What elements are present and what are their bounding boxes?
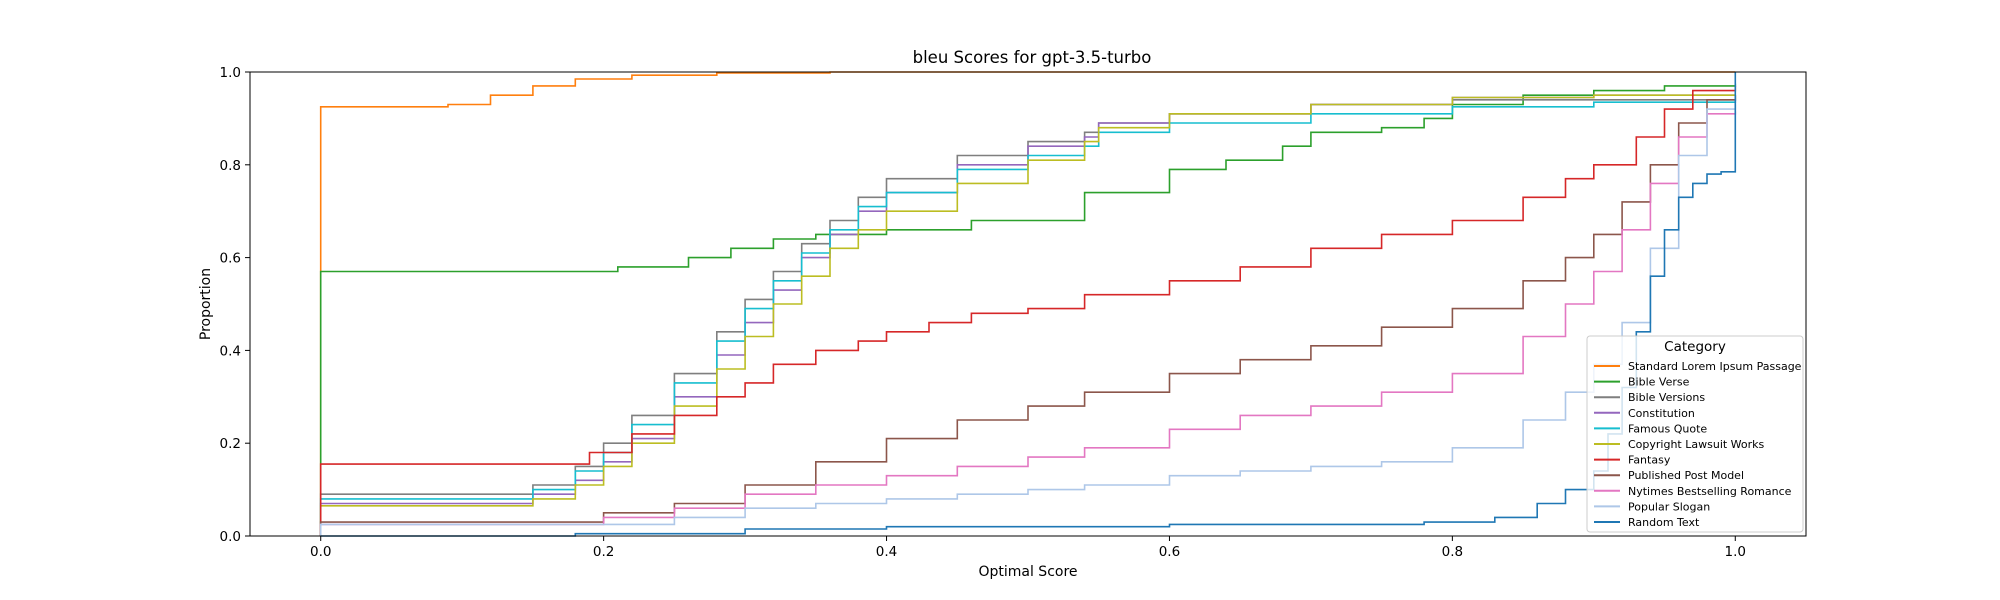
- y-tick-label: 0.6: [220, 251, 241, 267]
- y-axis-ticks: 0.0 0.2 0.4 0.6 0.8 1.0: [220, 65, 250, 545]
- x-tick-label: 0.8: [1442, 544, 1463, 560]
- legend-title: Category: [1664, 339, 1726, 355]
- y-tick-label: 0.8: [220, 158, 241, 174]
- x-tick-label: 1.0: [1725, 544, 1746, 560]
- x-axis-label: Optimal Score: [978, 564, 1077, 580]
- series-line-1: [319, 83, 1737, 536]
- y-tick-label: 0.2: [220, 436, 241, 452]
- series-layer: [319, 71, 1737, 537]
- y-tick-label: 0.0: [220, 529, 241, 545]
- legend-entry-label: Constitution: [1628, 407, 1695, 420]
- y-tick-label: 1.0: [220, 65, 241, 81]
- plot-frame: [249, 71, 1807, 537]
- x-tick-label: 0.4: [876, 544, 897, 560]
- series-line-6: [319, 85, 1737, 536]
- legend-entry-label: Bible Verse: [1628, 376, 1690, 389]
- y-axis-label: Proportion: [198, 268, 214, 340]
- legend-entry-label: Copyright Lawsuit Works: [1628, 438, 1765, 451]
- legend-entry-label: Nytimes Bestselling Romance: [1628, 485, 1792, 498]
- x-axis-ticks: 0.0 0.2 0.4 0.6 0.8 1.0: [310, 536, 1746, 560]
- legend-entry-label: Random Text: [1628, 516, 1700, 529]
- legend-entry-label: Fantasy: [1628, 454, 1671, 467]
- legend-entry-label: Published Post Model: [1628, 469, 1744, 482]
- legend-box: [1586, 335, 1804, 533]
- x-tick-label: 0.6: [1159, 544, 1180, 560]
- legend: Category Standard Lorem Ipsum Passage Bib…: [1586, 335, 1804, 533]
- series-line-0: [319, 71, 1736, 536]
- series-line-8: [319, 111, 1737, 536]
- chart-title: bleu Scores for gpt-3.5-turbo: [913, 48, 1152, 67]
- y-tick-label: 0.4: [220, 343, 241, 359]
- series-line-4: [319, 99, 1737, 536]
- x-tick-label: 0.2: [593, 544, 614, 560]
- legend-entry-label: Bible Versions: [1628, 391, 1705, 404]
- legend-entry-label: Standard Lorem Ipsum Passage: [1628, 360, 1802, 373]
- legend-entry-label: Popular Slogan: [1628, 500, 1710, 513]
- x-tick-label: 0.0: [310, 544, 331, 560]
- series-line-5: [319, 94, 1736, 536]
- legend-entry-label: Famous Quote: [1628, 422, 1707, 435]
